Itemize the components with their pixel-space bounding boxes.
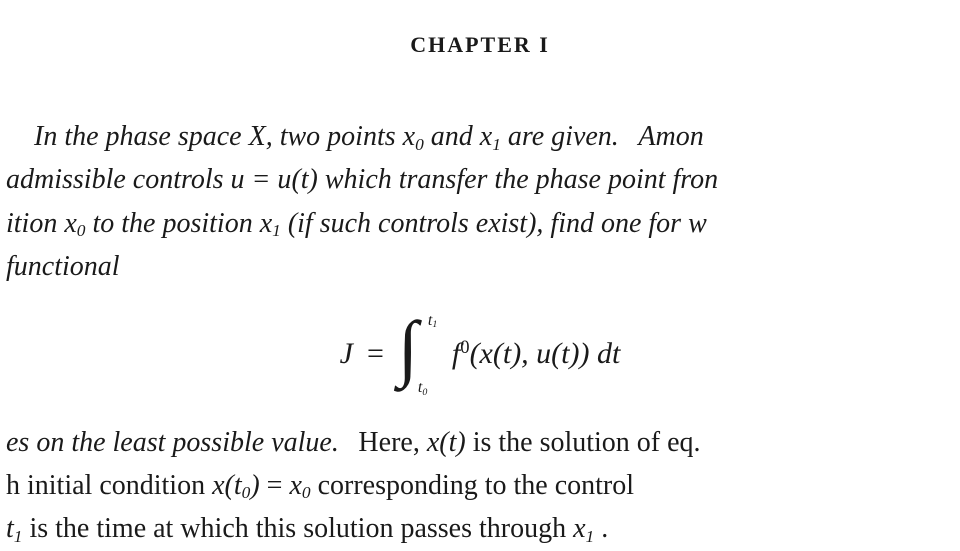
problem-statement-line-4: functional (0, 245, 960, 288)
sub-1: 1 (492, 135, 501, 154)
problem-statement-line-7: t1 is the time at which this solution pa… (0, 507, 960, 550)
var-f: f (452, 337, 460, 370)
var-x0: x (289, 470, 301, 501)
integral-upper-limit: t1 (428, 309, 437, 333)
var-u-arg: (t) (291, 164, 317, 195)
integrand: f0(x(t), u(t)) dt (442, 331, 624, 376)
sub-0: 0 (77, 221, 86, 240)
var-x0: x (403, 121, 415, 152)
text: and (424, 121, 480, 152)
integrand-args: (x(t), u(t)) dt (470, 337, 621, 370)
chapter-header: CHAPTER I (0, 28, 960, 61)
text: (if such controls exist), find one for w (281, 208, 707, 239)
problem-statement-line-1: In the phase space X, two points x0 and … (0, 115, 960, 158)
problem-statement-line-5: es on the least possible value. Here, x(t… (0, 421, 960, 464)
text: is the solution of eq. (466, 427, 701, 458)
sub-0: 0 (302, 483, 311, 502)
problem-statement-line-3: ition x0 to the position x1 (if such con… (0, 202, 960, 245)
sup-0: 0 (460, 337, 469, 358)
sub-1: 1 (432, 319, 437, 330)
text: corresponding to the control (311, 470, 634, 501)
sub-0: 0 (415, 135, 424, 154)
var-u-eq: u = u (231, 164, 292, 195)
eq-J: J (336, 331, 357, 376)
sub-1: 1 (586, 527, 595, 546)
text: h initial condition (6, 470, 212, 501)
var-xt: x(t) (427, 427, 466, 458)
problem-statement-line-2: admissible controls u = u(t) which trans… (0, 158, 960, 201)
eq-equals: = (357, 331, 394, 376)
eq-sign: = (260, 470, 290, 501)
integral-lower-limit: t0 (418, 376, 427, 400)
text: to the position (85, 208, 259, 239)
text: functional (6, 251, 120, 282)
sub-0: 0 (242, 483, 251, 502)
equation-functional-J: J = ∫ t1 t0 f0(x(t), u(t)) dt (0, 309, 960, 399)
sub-1: 1 (14, 527, 23, 546)
text: which transfer the phase point fron (318, 164, 718, 195)
text: ition (6, 208, 64, 239)
var-x1: x (480, 121, 492, 152)
sub-1: 1 (272, 221, 281, 240)
text: admissible controls (6, 164, 231, 195)
close-paren: ) (250, 470, 259, 501)
text: es on the least possible value. (6, 427, 339, 458)
problem-statement-line-6: h initial condition x(t0) = x0 correspon… (0, 464, 960, 507)
text: , two points (266, 121, 403, 152)
integral-glyph: ∫ (398, 309, 418, 387)
var-x1: x (260, 208, 272, 239)
sub-0: 0 (422, 387, 427, 398)
text: In the phase space (34, 121, 249, 152)
var-xt0: x(t (212, 470, 242, 501)
text: Here, (358, 427, 426, 458)
text: are given. (501, 121, 619, 152)
text: Amon (638, 121, 703, 152)
var-x-space: X (249, 121, 266, 152)
page-container: CHAPTER I In the phase space X, two poin… (0, 0, 960, 551)
var-x0: x (64, 208, 76, 239)
integral-sign: ∫ t1 t0 (398, 315, 438, 393)
